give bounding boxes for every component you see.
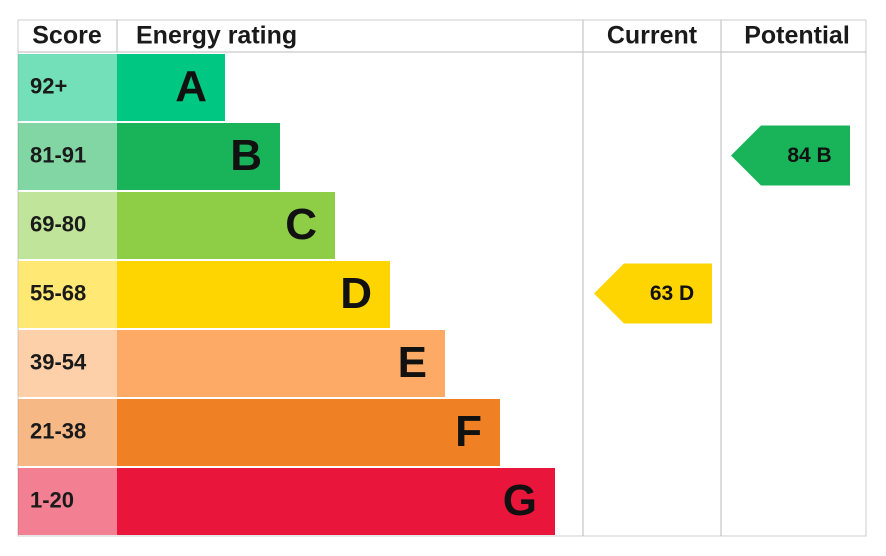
score-range: 55-68 bbox=[30, 280, 86, 305]
score-range: 39-54 bbox=[30, 349, 87, 374]
rating-bar bbox=[117, 399, 500, 466]
rating-bar bbox=[117, 54, 225, 121]
current-label: 63 D bbox=[650, 282, 694, 305]
score-range: 81-91 bbox=[30, 142, 86, 167]
score-range: 92+ bbox=[30, 73, 67, 98]
rating-bar bbox=[117, 192, 335, 259]
rating-bar bbox=[117, 330, 445, 397]
rating-bar bbox=[117, 123, 280, 190]
score-range: 21-38 bbox=[30, 418, 86, 443]
rating-letter: A bbox=[175, 62, 207, 111]
header-energy: Energy rating bbox=[136, 22, 297, 50]
rating-letter: G bbox=[503, 476, 537, 525]
score-cell bbox=[18, 192, 117, 259]
potential-label: 84 B bbox=[787, 144, 831, 167]
current-arrow bbox=[594, 263, 712, 324]
score-range: 1-20 bbox=[30, 487, 74, 512]
potential-arrow bbox=[731, 125, 850, 186]
score-cell bbox=[18, 123, 117, 190]
rating-bar bbox=[117, 468, 555, 535]
score-cell bbox=[18, 399, 117, 466]
header-score: Score bbox=[32, 22, 102, 50]
header-current: Current bbox=[607, 22, 698, 50]
rating-letter: B bbox=[230, 131, 262, 180]
rating-letter: E bbox=[398, 338, 427, 387]
score-cell bbox=[18, 330, 117, 397]
rating-letter: C bbox=[285, 200, 317, 249]
score-cell bbox=[18, 261, 117, 328]
score-cell bbox=[18, 468, 117, 535]
rating-letter: D bbox=[340, 269, 372, 318]
header-potential: Potential bbox=[744, 22, 850, 50]
rating-letter: F bbox=[455, 407, 482, 456]
score-range: 69-80 bbox=[30, 211, 86, 236]
score-cell bbox=[18, 54, 117, 121]
rating-bar bbox=[117, 261, 390, 328]
